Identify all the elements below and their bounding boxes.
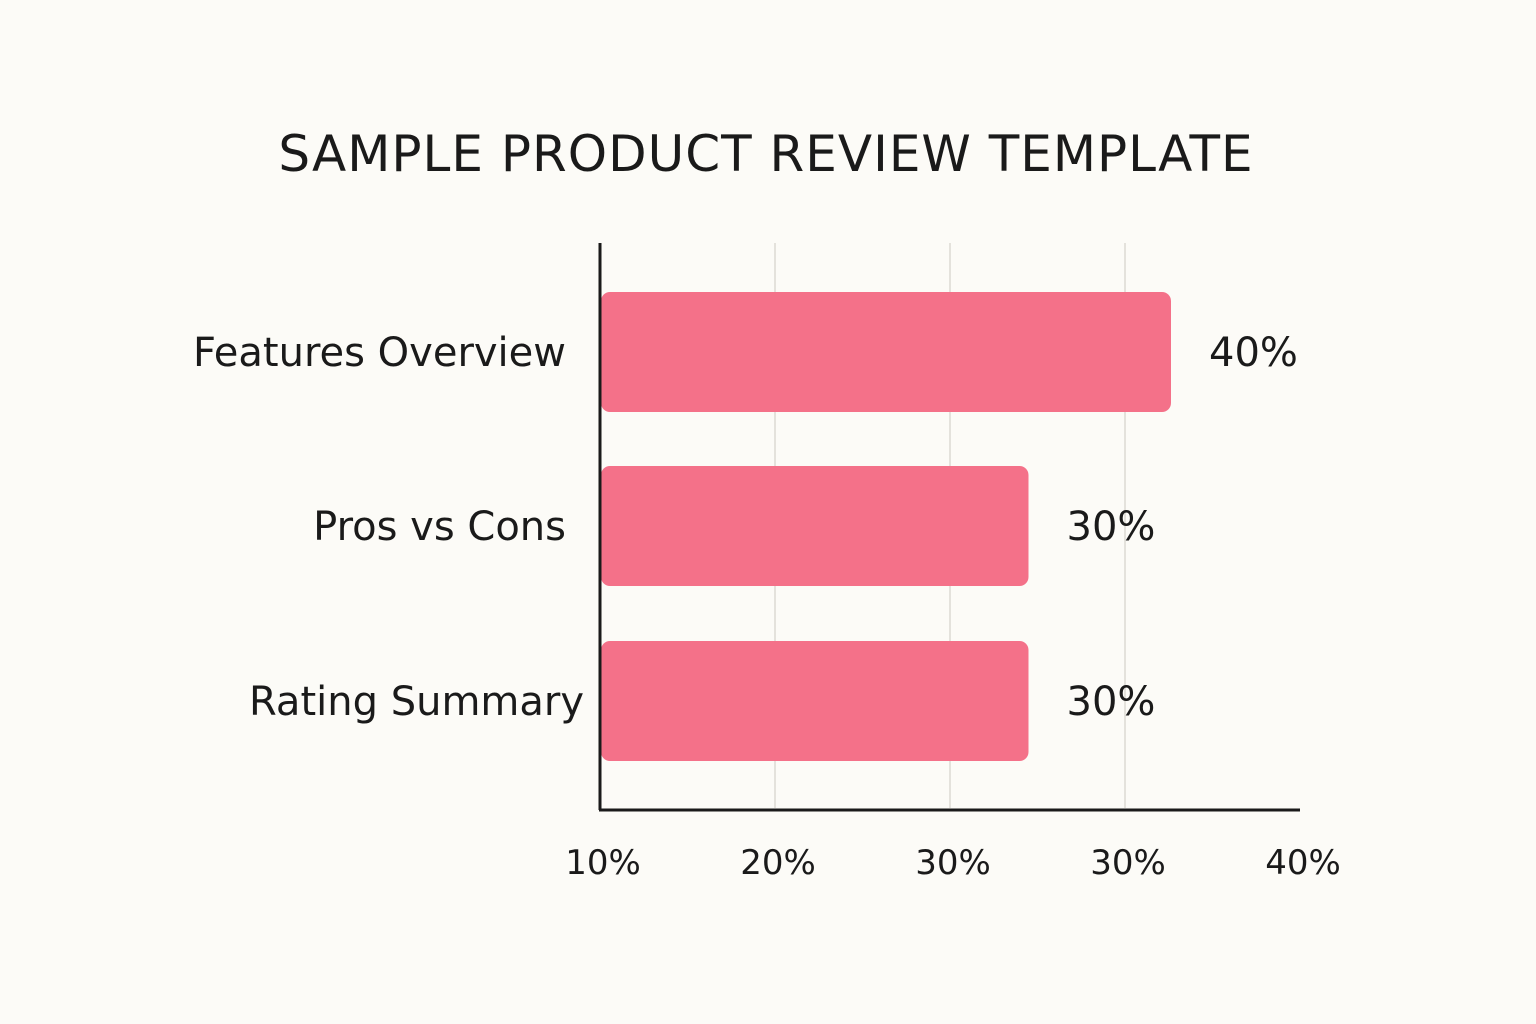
x-tick-label: 30% xyxy=(1090,843,1166,883)
value-label: 40% xyxy=(1209,330,1298,376)
x-tick-label: 10% xyxy=(565,843,641,883)
x-tick-label: 20% xyxy=(740,843,816,883)
x-axis-ticks: 10% 20% 30% 30% 40% xyxy=(565,843,1341,883)
bar xyxy=(601,466,1029,586)
chart-title: SAMPLE PRODUCT REVIEW TEMPLATE xyxy=(278,125,1253,183)
category-label: Rating Summary xyxy=(249,679,584,725)
x-tick-label: 30% xyxy=(915,843,991,883)
value-label: 30% xyxy=(1067,504,1156,550)
bar xyxy=(601,641,1029,761)
bar xyxy=(601,292,1171,412)
category-label: Pros vs Cons xyxy=(313,504,566,550)
category-label: Features Overview xyxy=(193,330,566,376)
value-label: 30% xyxy=(1067,679,1156,725)
axes xyxy=(598,243,1300,812)
x-tick-label: 40% xyxy=(1265,843,1341,883)
bars: Features Overview 40% Pros vs Cons 30% Ratin… xyxy=(193,292,1298,761)
